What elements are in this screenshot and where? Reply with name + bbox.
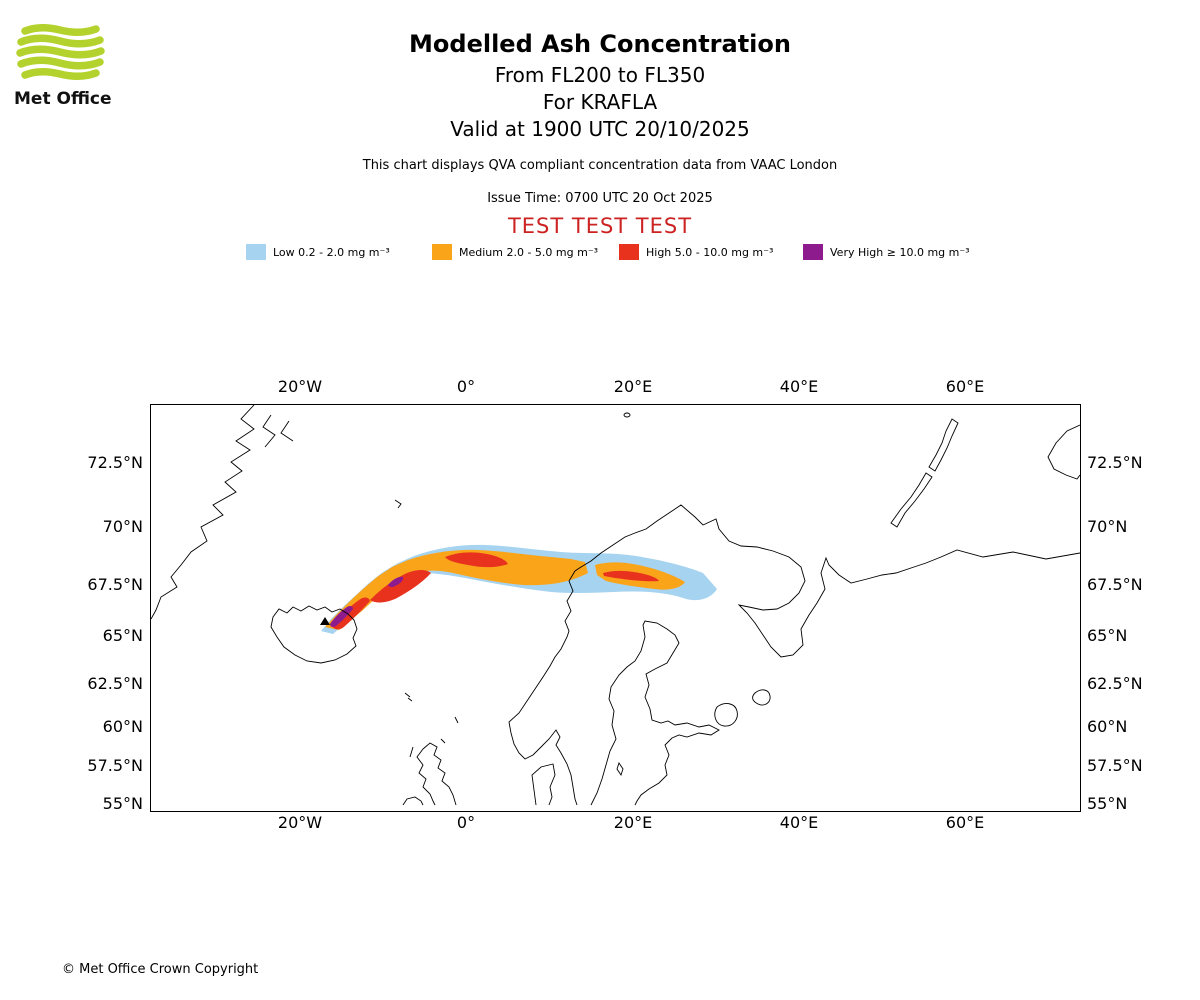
chart-description: This chart displays QVA compliant concen… — [362, 158, 838, 173]
ash-high-polygon-east — [603, 570, 659, 582]
legend-swatch-low — [246, 244, 266, 260]
copyright-notice: © Met Office Crown Copyright — [62, 962, 259, 977]
lat-tick-right-7: 55°N — [1087, 794, 1128, 813]
coastline-lake-onega — [752, 689, 771, 706]
legend-label-low: Low 0.2 - 2.0 mg m⁻³ — [273, 245, 390, 259]
coastline-novaya-zemlya-north — [928, 418, 959, 472]
coastline-bear-island — [623, 412, 631, 418]
test-banner: TEST TEST TEST — [507, 214, 693, 238]
lon-tick-bottom-0: 20°W — [277, 813, 323, 832]
lon-tick-bottom-4: 60°E — [945, 813, 985, 832]
page-title: Modelled Ash Concentration — [409, 30, 791, 58]
coastline-britain — [416, 742, 457, 806]
legend-swatch-high — [619, 244, 639, 260]
coastline-greenland-fjords — [262, 414, 294, 448]
lon-tick-top-2: 20°E — [613, 377, 653, 396]
issue-time: Issue Time: 0700 UTC 20 Oct 2025 — [487, 191, 713, 206]
coastline-iceland — [270, 605, 358, 664]
lat-tick-right-1: 70°N — [1087, 517, 1128, 536]
legend-item-very-high: Very High ≥ 10.0 mg m⁻³ — [803, 243, 970, 261]
coastline-denmark — [531, 763, 556, 806]
met-office-logo-text: Met Office — [14, 89, 112, 109]
lon-tick-bottom-1: 0° — [456, 813, 476, 832]
legend-item-high: High 5.0 - 10.0 mg m⁻³ — [619, 243, 773, 261]
lat-tick-left-7: 55°N — [102, 794, 143, 813]
coastline-gotland — [616, 761, 624, 777]
coastline-lake-ladoga — [714, 703, 738, 727]
lat-tick-right-4: 62.5°N — [1087, 674, 1143, 693]
coastline-novaya-zemlya-south — [890, 472, 933, 528]
lat-tick-left-6: 57.5°N — [87, 756, 143, 775]
map-frame — [150, 404, 1081, 812]
subtitle-valid-time: Valid at 1900 UTC 20/10/2025 — [450, 117, 750, 141]
logo-waves — [16, 24, 105, 80]
coastlines — [151, 405, 1080, 806]
coastline-ireland — [402, 796, 424, 806]
lon-tick-bottom-2: 20°E — [613, 813, 653, 832]
lat-tick-right-0: 72.5°N — [1087, 453, 1143, 472]
lat-tick-left-4: 62.5°N — [87, 674, 143, 693]
ash-high-polygon-band — [445, 552, 508, 568]
coastline-small-islands — [404, 692, 459, 758]
legend-label-medium: Medium 2.0 - 5.0 mg m⁻³ — [459, 245, 599, 259]
coastline-sweden-finland-baltic — [590, 620, 720, 806]
legend-item-medium: Medium 2.0 - 5.0 mg m⁻³ — [432, 243, 598, 261]
coastline-jan-mayen — [394, 499, 402, 509]
lon-tick-top-3: 40°E — [779, 377, 819, 396]
legend-swatch-very-high — [803, 244, 823, 260]
lat-tick-left-0: 72.5°N — [87, 453, 143, 472]
lon-tick-top-1: 0° — [456, 377, 476, 396]
lat-tick-right-6: 57.5°N — [1087, 756, 1143, 775]
lat-tick-left-1: 70°N — [102, 517, 143, 536]
legend-label-high: High 5.0 - 10.0 mg m⁻³ — [646, 245, 774, 259]
lat-tick-right-3: 65°N — [1087, 626, 1128, 645]
ash-plume — [321, 544, 717, 634]
ash-very-high-polygon-origin — [330, 605, 353, 628]
subtitle-volcano: For KRAFLA — [542, 90, 658, 114]
lat-tick-left-5: 60°N — [102, 717, 143, 736]
met-office-logo: Met Office — [14, 24, 124, 109]
coastline-arctic-northeast — [1047, 424, 1080, 480]
subtitle-flight-levels: From FL200 to FL350 — [494, 63, 706, 87]
volcano-marker — [320, 617, 330, 625]
coastline-scandinavia-russia — [508, 504, 1080, 806]
legend-item-low: Low 0.2 - 2.0 mg m⁻³ — [246, 243, 390, 261]
lat-tick-left-2: 67.5°N — [87, 575, 143, 594]
ash-very-high-polygon-spot — [388, 576, 404, 588]
coastline-greenland — [151, 405, 255, 620]
lon-tick-top-4: 60°E — [945, 377, 985, 396]
legend-label-very-high: Very High ≥ 10.0 mg m⁻³ — [830, 245, 970, 259]
lon-tick-top-0: 20°W — [277, 377, 323, 396]
map-svg — [151, 405, 1080, 806]
ash-high-polygon-origin — [332, 597, 370, 630]
ash-high-polygon-streak — [370, 570, 431, 603]
ash-medium-polygon-west — [325, 549, 588, 630]
lat-tick-left-3: 65°N — [102, 626, 143, 645]
lat-tick-right-2: 67.5°N — [1087, 575, 1143, 594]
met-office-logo-icon — [16, 24, 105, 80]
legend-swatch-medium — [432, 244, 452, 260]
lat-tick-right-5: 60°N — [1087, 717, 1128, 736]
lon-tick-bottom-3: 40°E — [779, 813, 819, 832]
